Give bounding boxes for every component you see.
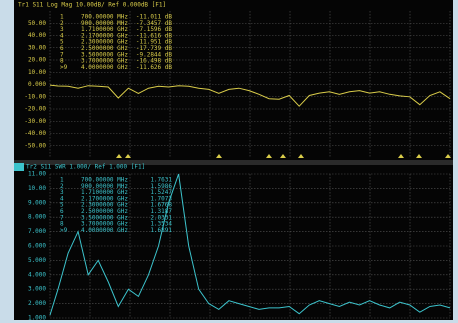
marker-index: 6 [60, 45, 64, 52]
marker-value: -11.616 dB [136, 32, 173, 39]
marker-value: 1.7073 [150, 195, 172, 202]
y-tick-label: -20.00 [24, 106, 46, 113]
y-tick-label: 9.000 [28, 199, 46, 206]
marker-index: 2 [60, 20, 64, 27]
marker-index: >9 [60, 227, 68, 234]
marker-index: 1 [60, 14, 64, 21]
marker-value: -17.739 dB [136, 45, 173, 52]
marker-frequency: 2.1700000 GHz [81, 195, 128, 202]
marker-index: 7 [60, 214, 64, 221]
marker-frequency: 4.0000000 GHz [81, 227, 128, 234]
panel-separator [14, 160, 453, 165]
marker-index: 5 [60, 202, 64, 209]
marker-index: 4 [60, 32, 64, 39]
marker-index: 4 [60, 195, 64, 202]
trace [49, 84, 451, 107]
y-tick-label: 4.000 [28, 271, 46, 278]
y-tick-label: 8.000 [28, 214, 46, 221]
marker-index: 2 [60, 183, 64, 190]
marker-value: -11.011 dB [136, 14, 173, 21]
y-tick-label: 11.00 [28, 171, 46, 178]
marker-value: 1.6768 [150, 202, 172, 209]
trace-header: Tr1 S11 Log Mag 10.00dB/ Ref 0.000dB [F1… [18, 2, 166, 9]
marker-value: -7.3457 dB [136, 20, 173, 27]
marker-value: 1.5247 [150, 189, 172, 196]
y-tick-label: 50.00 [28, 20, 46, 27]
y-tick-label: 5.000 [28, 257, 46, 264]
marker-frequency: 2.1700000 GHz [81, 32, 128, 39]
y-tick-label: 10.00 [28, 185, 46, 192]
marker-index: 3 [60, 26, 64, 33]
marker-frequency: 3.5000000 GHz [81, 214, 128, 221]
marker-index: 6 [60, 208, 64, 215]
marker-value: -7.1596 dB [136, 26, 173, 33]
active-trace-tab [14, 163, 24, 171]
marker-index: 7 [60, 51, 64, 58]
marker-frequency: 700.00000 MHz [81, 14, 128, 21]
y-tick-label: 1.000 [28, 315, 46, 322]
marker-frequency: 1.7100000 GHz [81, 189, 128, 196]
marker-frequency: 3.5000000 GHz [81, 51, 128, 58]
marker-index: 5 [60, 39, 64, 46]
marker-frequency: 4.0000000 GHz [81, 64, 128, 71]
trace [49, 173, 451, 316]
marker-value: 1.3534 [150, 221, 172, 228]
marker-frequency: 700.00000 MHz [81, 177, 128, 184]
marker-frequency: 900.00000 MHz [81, 20, 128, 27]
marker-value: 1.6891 [150, 227, 172, 234]
y-tick-label: 40.00 [28, 32, 46, 39]
trace-header: Tr2 S11 SWR 1.000/ Ref 1.000 [F1] [26, 164, 145, 171]
y-tick-label: -10.00 [24, 93, 46, 100]
y-tick-label: 3.000 [28, 286, 46, 293]
y-tick-label: -40.00 [24, 130, 46, 137]
marker-frequency: 3.7000000 GHz [81, 58, 128, 65]
marker-value: -9.2844 dB [136, 51, 173, 58]
marker-index: 8 [60, 58, 64, 65]
y-tick-label: 10.00 [28, 69, 46, 76]
marker-value: 1.3187 [150, 208, 172, 215]
marker-value: -11.626 dB [136, 64, 173, 71]
marker-frequency: 2.5000000 GHz [81, 208, 128, 215]
marker-frequency: 1.7100000 GHz [81, 26, 128, 33]
y-tick-label: -50.00 [24, 142, 46, 149]
marker-index: >9 [60, 64, 68, 71]
marker-frequency: 2.5000000 GHz [81, 45, 128, 52]
y-tick-label: 20.00 [28, 57, 46, 64]
marker-frequency: 2.3000000 GHz [81, 39, 128, 46]
y-tick-label: 6.000 [28, 243, 46, 250]
y-tick-label: 0.000 [28, 81, 46, 88]
marker-value: 1.7631 [150, 177, 172, 184]
marker-value: -16.498 dB [136, 58, 173, 65]
marker-index: 8 [60, 221, 64, 228]
marker-frequency: 3.7000000 GHz [81, 221, 128, 228]
marker-frequency: 2.3000000 GHz [81, 202, 128, 209]
marker-frequency: 900.00000 MHz [81, 183, 128, 190]
y-tick-label: 30.00 [28, 44, 46, 51]
marker-index: 3 [60, 189, 64, 196]
marker-triangles-top [116, 154, 451, 158]
y-tick-label: -30.00 [24, 118, 46, 125]
marker-value: -11.951 dB [136, 39, 173, 46]
y-tick-label: 7.000 [28, 228, 46, 235]
marker-value: 1.5986 [150, 183, 172, 190]
marker-value: 2.0331 [150, 214, 172, 221]
y-tick-label: 2.000 [28, 300, 46, 307]
marker-index: 1 [60, 177, 64, 184]
